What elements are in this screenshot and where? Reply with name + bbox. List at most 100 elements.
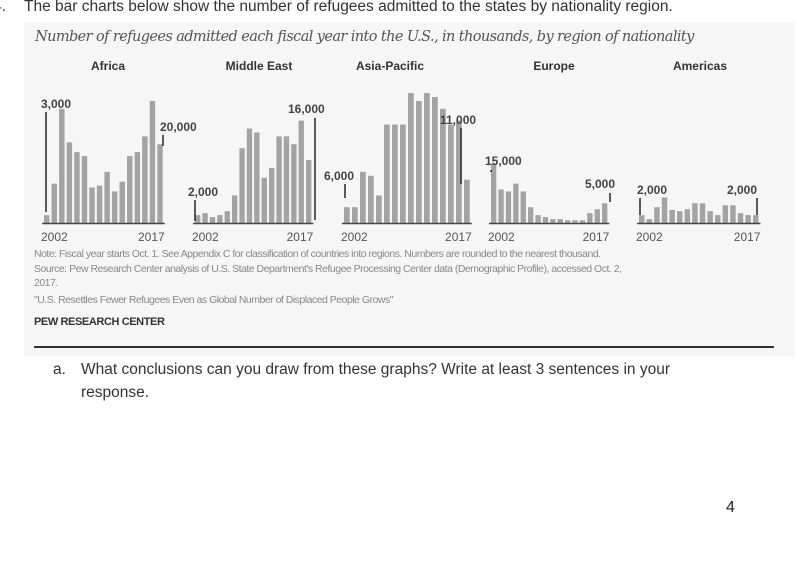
bar-americas-2009 bbox=[692, 203, 698, 223]
bar-asia-pacific-2010 bbox=[408, 93, 414, 223]
bar-europe-2004 bbox=[505, 191, 512, 223]
bar-asia-pacific-2012 bbox=[424, 93, 430, 223]
bar-africa-2009 bbox=[96, 185, 103, 223]
bar-africa-2013 bbox=[127, 156, 133, 223]
bar-middle-east-2009 bbox=[246, 128, 253, 223]
value-label-americas-2002: 2,000 bbox=[637, 183, 667, 197]
bar-middle-east-2016 bbox=[298, 120, 304, 224]
bar-asia-pacific-2002 bbox=[344, 207, 350, 223]
figure-divider bbox=[34, 346, 774, 348]
bar-asia-pacific-2006 bbox=[376, 195, 382, 223]
bar-middle-east-2013 bbox=[276, 136, 282, 224]
value-label-europe-2017: 5,000 bbox=[585, 177, 615, 191]
bar-middle-east-2003 bbox=[202, 213, 208, 223]
bar-europe-2014 bbox=[579, 220, 586, 223]
tick-label-middle-east-start: 2002 bbox=[192, 230, 219, 244]
tick-label-europe-start: 2002 bbox=[488, 230, 515, 244]
region-header-europe: Europe bbox=[533, 59, 575, 73]
bar-africa-2016 bbox=[149, 100, 156, 223]
tick-label-africa-start: 2002 bbox=[41, 230, 68, 244]
bar-asia-pacific-2007 bbox=[384, 124, 390, 223]
bar-africa-2006 bbox=[74, 152, 80, 224]
bar-americas-2015 bbox=[737, 213, 744, 223]
bar-middle-east-2005 bbox=[217, 215, 223, 224]
bar-americas-2002 bbox=[639, 215, 645, 224]
pew-credit: PEW RESEARCH CENTER bbox=[34, 316, 165, 328]
bar-europe-2013 bbox=[572, 220, 578, 223]
bar-middle-east-2015 bbox=[291, 144, 297, 223]
tick-label-middle-east-end: 2017 bbox=[287, 230, 314, 244]
bar-europe-2007 bbox=[528, 207, 534, 223]
tick-label-europe-end: 2017 bbox=[583, 230, 610, 244]
bar-asia-pacific-2009 bbox=[400, 124, 406, 223]
bar-americas-2012 bbox=[715, 215, 721, 224]
value-label-middle-east-2002: 2,000 bbox=[188, 185, 218, 199]
bar-africa-2017 bbox=[157, 144, 163, 223]
bar-europe-2002 bbox=[491, 163, 497, 223]
region-header-asia-pacific: Asia-Pacific bbox=[356, 59, 424, 73]
bar-americas-2017 bbox=[753, 215, 759, 224]
bar-americas-2014 bbox=[730, 205, 736, 223]
sub-question-text: What conclusions can you draw from these… bbox=[81, 361, 671, 401]
question-text: The bar charts below show the number of … bbox=[24, 0, 673, 15]
bar-middle-east-2007 bbox=[232, 195, 238, 223]
bar-americas-2006 bbox=[669, 210, 675, 223]
bar-asia-pacific-2008 bbox=[392, 124, 398, 223]
bar-africa-2008 bbox=[89, 187, 95, 223]
bar-americas-2007 bbox=[677, 211, 683, 223]
bar-africa-2012 bbox=[119, 181, 125, 223]
bar-europe-2017 bbox=[602, 203, 608, 223]
chart-report-title: "U.S. Resettles Fewer Refugees Even as G… bbox=[34, 294, 393, 306]
chart-note: Note: Fiscal year starts Oct. 1. See App… bbox=[34, 248, 601, 260]
bar-middle-east-2010 bbox=[254, 132, 260, 223]
bar-asia-pacific-2005 bbox=[368, 175, 374, 223]
bar-americas-2013 bbox=[722, 205, 729, 223]
bar-asia-pacific-2013 bbox=[432, 97, 438, 223]
bar-europe-2008 bbox=[535, 215, 541, 224]
refugee-bar-charts: Africa 2002 2017 3,000 20,000 Middle East 2002… bbox=[41, 59, 761, 244]
bar-africa-2007 bbox=[81, 156, 88, 223]
bar-africa-2004 bbox=[59, 108, 65, 223]
tick-label-asia-pacific-start: 2002 bbox=[341, 230, 368, 244]
bar-americas-2011 bbox=[707, 211, 713, 223]
tick-label-americas-start: 2002 bbox=[636, 230, 663, 244]
page-number: 4 bbox=[726, 499, 735, 516]
bar-americas-2004 bbox=[654, 207, 660, 223]
bar-middle-east-2011 bbox=[261, 177, 267, 223]
bar-europe-2005 bbox=[513, 183, 519, 224]
bar-middle-east-2004 bbox=[209, 217, 216, 223]
bar-africa-2015 bbox=[142, 136, 148, 224]
bar-middle-east-2017 bbox=[306, 160, 312, 223]
bar-asia-pacific-2003 bbox=[352, 207, 358, 223]
bar-middle-east-2008 bbox=[239, 148, 245, 223]
value-label-middle-east-2017: 16,000 bbox=[288, 102, 325, 116]
bar-asia-pacific-2011 bbox=[416, 100, 422, 223]
chart-source-date: 2017. bbox=[34, 277, 58, 289]
chart-title: Number of refugees admitted each fiscal … bbox=[35, 29, 694, 45]
bar-middle-east-2006 bbox=[224, 211, 230, 223]
bar-africa-2005 bbox=[66, 142, 73, 223]
chart-source: Source: Pew Research Center analysis of … bbox=[34, 263, 622, 275]
tick-label-africa-end: 2017 bbox=[138, 230, 165, 244]
region-header-middle-east: Middle East bbox=[226, 59, 293, 73]
bar-europe-2012 bbox=[565, 220, 571, 223]
bar-africa-2003 bbox=[51, 183, 57, 224]
bar-americas-2008 bbox=[684, 209, 691, 223]
bar-middle-east-2012 bbox=[269, 167, 275, 224]
bar-americas-2003 bbox=[646, 219, 653, 223]
bar-americas-2005 bbox=[661, 197, 668, 223]
bar-middle-east-2002 bbox=[195, 215, 201, 224]
tick-label-asia-pacific-end: 2017 bbox=[445, 230, 472, 244]
bar-asia-pacific-2016 bbox=[456, 120, 462, 224]
tick-label-americas-end: 2017 bbox=[734, 230, 761, 244]
bar-europe-2015 bbox=[587, 213, 593, 223]
region-header-americas: Americas bbox=[673, 59, 727, 73]
bar-asia-pacific-2017 bbox=[464, 179, 470, 223]
value-label-africa-2002: 3,000 bbox=[41, 97, 71, 111]
bar-europe-2011 bbox=[557, 219, 563, 223]
bar-europe-2003 bbox=[498, 189, 504, 223]
region-header-africa: Africa bbox=[91, 59, 125, 73]
bar-africa-2011 bbox=[111, 191, 118, 223]
sub-question-letter: a. bbox=[53, 361, 66, 378]
refugee-figure: Number of refugees admitted each fiscal … bbox=[24, 22, 795, 356]
